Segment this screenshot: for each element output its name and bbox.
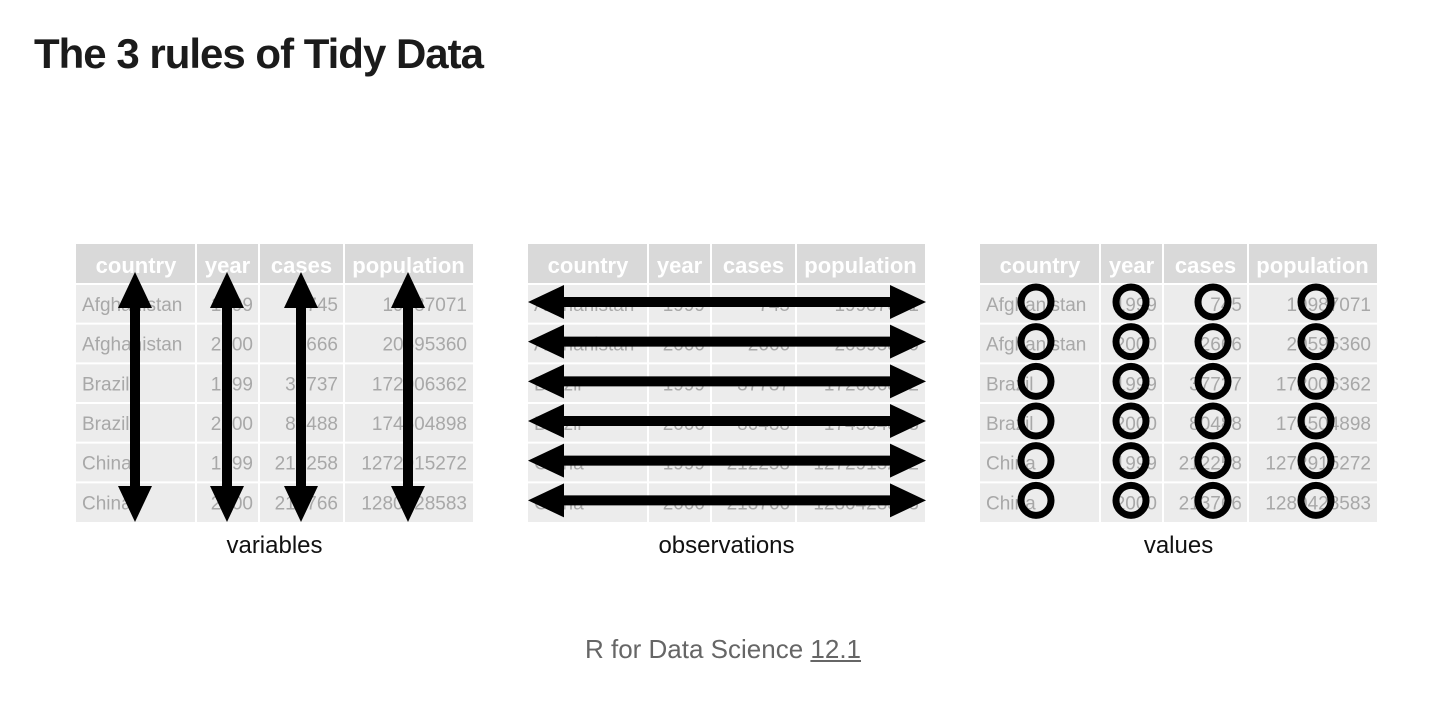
table-cell: Afghanistan <box>986 335 1086 356</box>
variables-caption: variables <box>226 532 323 559</box>
horizontal-arrow <box>528 324 926 359</box>
table-cell: China <box>82 454 132 475</box>
value-circle <box>1194 283 1232 321</box>
column-header-cases: cases <box>1175 253 1236 278</box>
page-title: The 3 rules of Tidy Data <box>34 30 484 77</box>
table-cell: 174504898 <box>372 414 467 435</box>
value-circle <box>1112 481 1150 519</box>
horizontal-arrow <box>528 443 926 478</box>
value-circle <box>1017 481 1055 519</box>
values-caption: values <box>1143 532 1214 559</box>
table-cell: Afghanistan <box>986 295 1086 316</box>
table-cell: 213766 <box>1179 493 1242 514</box>
vertical-arrow <box>391 272 425 522</box>
value-circle <box>1297 362 1335 400</box>
table-cell: 2666 <box>1200 335 1242 356</box>
variables-diagram: countryyearcasespopulationAfghanistan199… <box>76 244 473 522</box>
column-header-cases: cases <box>723 253 784 278</box>
table-cell: 212258 <box>275 454 338 475</box>
table-cell: 80488 <box>285 414 338 435</box>
value-circle <box>1297 442 1335 480</box>
table-cell: 1272915272 <box>361 454 467 475</box>
table-cell: 1280428583 <box>1265 493 1371 514</box>
table-cell: 20595360 <box>382 335 467 356</box>
value-circle <box>1017 362 1055 400</box>
observations-diagram: countryyearcasespopulationAfghanistan199… <box>528 244 926 522</box>
value-circle <box>1194 402 1232 440</box>
value-circle <box>1017 402 1055 440</box>
value-circle <box>1297 481 1335 519</box>
source-footer: R for Data Science 12.1 <box>0 634 1446 665</box>
column-header-country: country <box>96 253 177 278</box>
value-circle <box>1194 362 1232 400</box>
table-header-bg <box>980 244 1377 284</box>
section-link[interactable]: 12.1 <box>810 634 862 664</box>
column-header-country: country <box>1000 253 1081 278</box>
vertical-arrow <box>210 272 244 522</box>
value-circle <box>1194 442 1232 480</box>
column-header-population: population <box>804 253 916 278</box>
vertical-arrow <box>118 272 152 522</box>
observations-caption: observations <box>658 532 795 559</box>
table-cell: 37737 <box>285 374 338 395</box>
table-cell: 2666 <box>296 335 338 356</box>
value-circle <box>1297 323 1335 361</box>
column-header-year: year <box>657 253 703 278</box>
value-circle <box>1297 402 1335 440</box>
table-cell: China <box>82 493 132 514</box>
value-circle <box>1112 402 1150 440</box>
table-cell: Brazil <box>82 414 130 435</box>
horizontal-arrow <box>528 364 926 399</box>
table-cell: Brazil <box>82 374 130 395</box>
tidy-table: countryyearcasespopulationAfghanistan199… <box>76 244 473 522</box>
value-circle <box>1297 283 1335 321</box>
vertical-arrow <box>284 272 318 522</box>
value-circle <box>1112 323 1150 361</box>
value-circle <box>1112 442 1150 480</box>
value-circle <box>1017 442 1055 480</box>
value-circle <box>1017 283 1055 321</box>
horizontal-arrow <box>528 483 926 518</box>
column-header-population: population <box>1256 253 1368 278</box>
table-cell: 172006362 <box>372 374 467 395</box>
value-circle <box>1112 362 1150 400</box>
column-header-country: country <box>548 253 629 278</box>
table-cell: 212258 <box>1179 454 1242 475</box>
table-header-bg <box>528 244 925 284</box>
value-circle <box>1194 481 1232 519</box>
horizontal-arrow <box>528 404 926 439</box>
value-circle <box>1112 283 1150 321</box>
source-text: R for Data Science <box>584 634 811 664</box>
tidy-table: countryyearcasespopulationAfghanistan199… <box>528 244 926 522</box>
value-circle <box>1194 323 1232 361</box>
horizontal-arrow <box>528 285 926 319</box>
table-cell: 1272915272 <box>1265 454 1371 475</box>
value-circle <box>1017 323 1055 361</box>
column-header-year: year <box>1109 253 1155 278</box>
values-diagram: country year cases population Afghanistan 199… <box>980 244 1377 522</box>
